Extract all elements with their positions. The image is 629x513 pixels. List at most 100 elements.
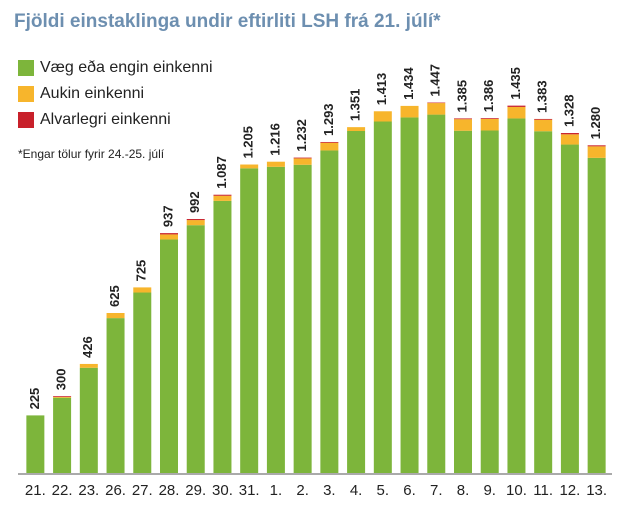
- bar-segment: [373, 121, 392, 474]
- note: *Engar tölur fyrir 24.-25. júlí: [18, 147, 165, 161]
- total-label: 992: [187, 191, 202, 213]
- bar-segment: [454, 130, 472, 473]
- bar-segment: [53, 396, 72, 397]
- bar-segment: [560, 133, 579, 135]
- bar-segment: [266, 161, 285, 167]
- bar-segment: [213, 195, 232, 201]
- bar-segment: [480, 130, 499, 474]
- total-label: 625: [107, 285, 122, 307]
- bar-segment: [507, 105, 526, 107]
- bar-segment: [480, 118, 499, 119]
- bar-segment: [427, 102, 446, 104]
- x-tick-label: 12.: [559, 482, 580, 499]
- legend-label: Aukin einkenni: [40, 85, 144, 102]
- bar-segment: [26, 415, 45, 473]
- x-tick-label: 6.: [403, 482, 416, 499]
- bar-segment: [560, 144, 579, 473]
- total-label: 1.386: [481, 80, 496, 113]
- x-tick-label: 9.: [483, 482, 496, 499]
- total-label: 1.385: [454, 80, 469, 113]
- bar-segment: [534, 119, 553, 132]
- bar-segment: [106, 313, 125, 319]
- x-tick-label: 27.: [132, 482, 153, 499]
- bar-segment: [186, 220, 205, 226]
- bar-segment: [79, 367, 98, 473]
- bar-segment: [160, 239, 178, 473]
- bar-segment: [133, 292, 152, 473]
- x-tick-label: 2.: [296, 482, 309, 499]
- total-label: 937: [160, 205, 175, 227]
- x-tick-label: 29.: [185, 482, 206, 499]
- bar-segment: [106, 318, 125, 473]
- bar-segment: [400, 117, 419, 473]
- bar-segment: [133, 287, 152, 293]
- bar-segment: [507, 118, 526, 473]
- legend-label: Væg eða engin einkenni: [40, 59, 213, 76]
- bar-segment: [454, 119, 472, 131]
- x-tick-label: 21.: [25, 482, 46, 499]
- bar-segment: [213, 194, 232, 196]
- legend-swatch: [18, 112, 34, 128]
- bar-segment: [534, 118, 553, 120]
- bar-segment: [427, 114, 446, 473]
- bar-segment: [240, 164, 259, 169]
- bar-segment: [53, 397, 72, 473]
- bar-segment: [293, 164, 312, 473]
- bar-segment: [320, 150, 339, 473]
- x-tick-label: 28.: [159, 482, 180, 499]
- x-tick-label: 30.: [212, 482, 233, 499]
- bar-segment: [293, 157, 312, 159]
- bar-segment: [293, 158, 312, 165]
- total-label: 1.328: [561, 94, 576, 127]
- legend-label: Alvarlegri einkenni: [40, 111, 171, 128]
- bar-segment: [347, 127, 366, 131]
- x-tick-label: 11.: [533, 482, 553, 499]
- total-label: 1.293: [321, 103, 336, 136]
- bar-segment: [347, 130, 366, 473]
- bar-segment: [507, 106, 526, 119]
- total-label: 1.280: [588, 107, 603, 140]
- bar-segment: [454, 118, 472, 120]
- bar-segment: [79, 363, 98, 368]
- bar-segment: [160, 234, 178, 240]
- total-label: 1.447: [428, 64, 443, 97]
- total-label: 1.351: [348, 89, 363, 122]
- total-label: 1.232: [294, 119, 309, 152]
- bar-segment: [480, 118, 499, 131]
- bar-segment: [560, 134, 579, 145]
- bar-segment: [373, 111, 392, 122]
- bar-segment: [240, 168, 259, 474]
- total-label: 1.216: [267, 123, 282, 156]
- bar-segment: [587, 157, 606, 473]
- legend-swatch: [18, 60, 34, 76]
- bar-segment: [53, 396, 72, 398]
- total-label: 725: [134, 260, 149, 282]
- x-tick-label: 10.: [506, 482, 527, 499]
- x-tick-label: 31.: [239, 482, 260, 499]
- x-tick-label: 5.: [377, 482, 390, 499]
- total-label: 225: [27, 388, 42, 410]
- x-tick-label: 1.: [270, 482, 283, 499]
- total-label: 1.383: [535, 80, 550, 113]
- bar-segment: [320, 142, 339, 151]
- x-tick-label: 22.: [52, 482, 73, 499]
- total-label: 1.087: [214, 156, 229, 189]
- bar-segment: [427, 103, 446, 115]
- x-tick-label: 7.: [430, 482, 443, 499]
- x-tick-label: 23.: [78, 482, 99, 499]
- total-label: 1.435: [508, 67, 523, 100]
- x-tick-label: 4.: [350, 482, 363, 499]
- bar-segment: [213, 200, 232, 473]
- total-label: 1.413: [374, 73, 389, 106]
- bar-segment: [160, 233, 178, 235]
- bar-segment: [320, 141, 339, 143]
- total-label: 1.205: [241, 126, 256, 159]
- bar-segment: [186, 219, 205, 221]
- x-tick-label: 3.: [323, 482, 336, 499]
- legend-swatch: [18, 86, 34, 102]
- total-label: 1.434: [401, 67, 416, 100]
- bar-segment: [587, 146, 606, 158]
- bar-segment: [587, 145, 606, 147]
- chart-title: Fjöldi einstaklinga undir eftirliti LSH …: [14, 11, 441, 32]
